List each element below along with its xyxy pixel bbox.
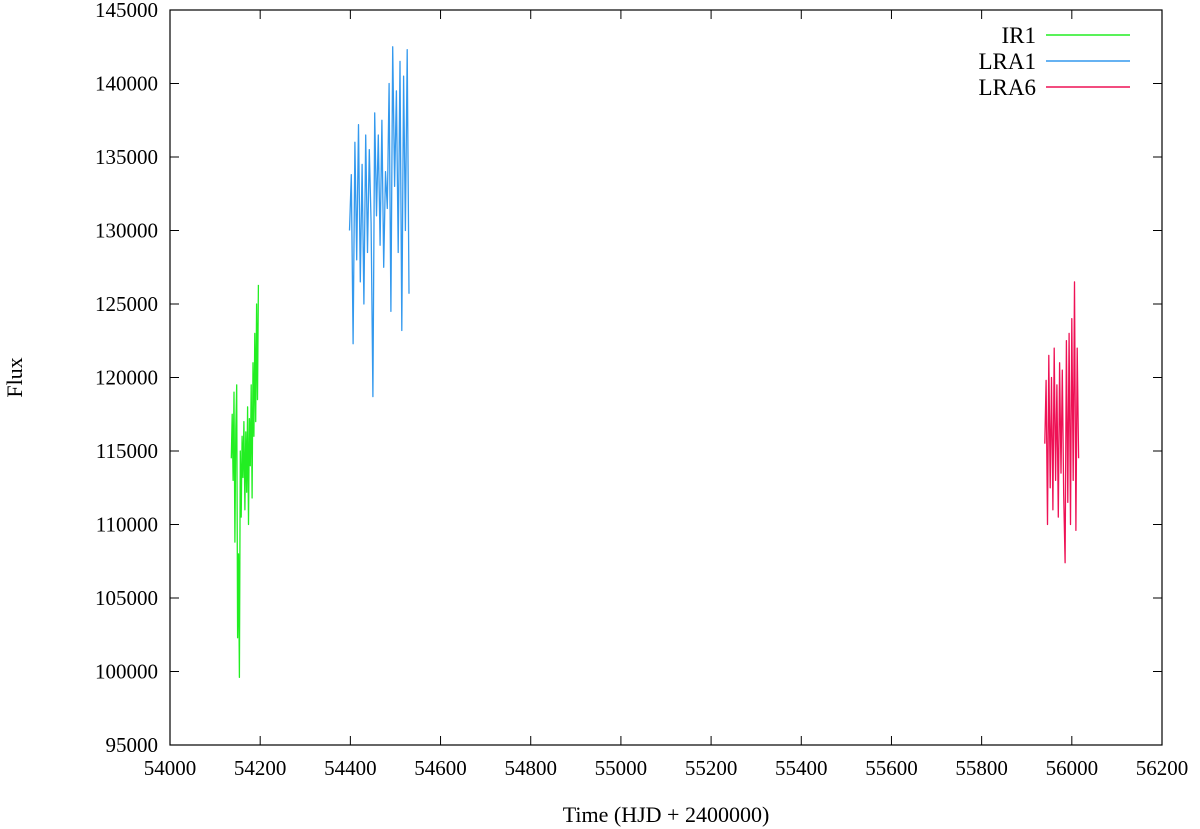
x-tick-label: 55000 xyxy=(595,756,648,780)
legend-label: LRA1 xyxy=(979,49,1037,74)
x-tick-label: 54600 xyxy=(414,756,467,780)
series-line-lra1 xyxy=(348,46,410,398)
x-tick-label: 55400 xyxy=(775,756,828,780)
series-layer xyxy=(230,46,1080,679)
y-tick-label: 140000 xyxy=(95,72,158,96)
y-tick-label: 95000 xyxy=(106,733,159,757)
series-line-lra6 xyxy=(1044,281,1080,564)
legend-label: IR1 xyxy=(1002,23,1037,48)
x-axis-title: Time (HJD + 2400000) xyxy=(563,802,770,827)
y-tick-label: 120000 xyxy=(95,366,158,390)
x-tick-label: 54200 xyxy=(234,756,287,780)
y-tick-label: 110000 xyxy=(96,513,158,537)
series-line-ir1 xyxy=(230,284,260,679)
y-tick-label: 100000 xyxy=(95,660,158,684)
y-tick-label: 130000 xyxy=(95,219,158,243)
x-tick-label: 54800 xyxy=(504,756,557,780)
x-tick-label: 55800 xyxy=(955,756,1008,780)
legend-label: LRA6 xyxy=(979,75,1037,100)
x-tick-label: 54000 xyxy=(144,756,197,780)
x-tick-label: 56200 xyxy=(1136,756,1189,780)
y-tick-label: 125000 xyxy=(95,292,158,316)
y-axis-title: Flux xyxy=(2,357,27,397)
x-tick-label: 54400 xyxy=(324,756,377,780)
y-tick-label: 105000 xyxy=(95,586,158,610)
x-tick-label: 55200 xyxy=(685,756,738,780)
y-tick-label: 135000 xyxy=(95,145,158,169)
x-axis: 54000 54200 54400 54600 54800 55000 55200 55400… xyxy=(144,10,1189,780)
y-tick-label: 115000 xyxy=(96,439,158,463)
x-tick-label: 55600 xyxy=(865,756,918,780)
y-axis: 95000 100000 105000 110000 115000 120000 12500… xyxy=(95,0,1162,757)
x-tick-label: 56000 xyxy=(1046,756,1099,780)
y-tick-label: 145000 xyxy=(95,0,158,22)
